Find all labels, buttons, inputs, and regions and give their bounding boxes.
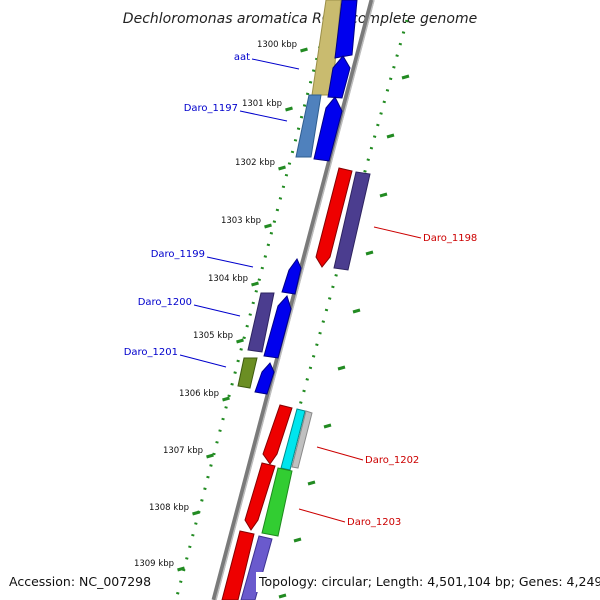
tick-mark xyxy=(222,396,230,402)
gene-daro-1202-gray[interactable] xyxy=(291,410,313,469)
gene-daro-1197-arrow[interactable] xyxy=(313,96,343,162)
tick-mark xyxy=(206,453,214,459)
gene-daro-1198-block[interactable] xyxy=(333,171,371,271)
outer-tick-mark xyxy=(352,308,361,314)
gene-label[interactable]: aat xyxy=(234,52,250,63)
gene-label-leader xyxy=(298,508,346,523)
gene-forward-top-arrow[interactable] xyxy=(334,0,358,59)
gene-daro-1199-arrow[interactable] xyxy=(281,258,302,295)
gene-daro-1202-cyan[interactable] xyxy=(280,408,306,471)
gene-bottom-violet[interactable] xyxy=(240,535,273,600)
gene-bottom-red[interactable] xyxy=(221,530,255,600)
outer-tick-mark xyxy=(386,133,395,139)
gene-daro-1198-arrow[interactable] xyxy=(315,167,353,268)
tick-mark xyxy=(251,281,259,287)
genome-backbone-highlight xyxy=(215,0,375,600)
tick-mark xyxy=(300,47,308,53)
outer-dotted-track xyxy=(244,19,409,600)
tick-label: 1302 kbp xyxy=(235,158,275,168)
kbp-ticks: 1300 kbp 1301 kbp 1302 kbp 1303 kbp 1304 kbp… xyxy=(134,40,410,599)
footer-topology-bg xyxy=(256,572,596,592)
gene-label[interactable]: Daro_1198 xyxy=(423,233,477,244)
gene-daro-1200-arrow[interactable] xyxy=(263,295,292,359)
footer-accession: Accession: NC_007298 xyxy=(9,574,151,589)
gene-daro-1200-block[interactable] xyxy=(247,292,275,353)
gene-daro-1203-red-arrow[interactable] xyxy=(244,462,276,531)
gene-daro-1203-green[interactable] xyxy=(261,467,293,537)
gene-label-leader xyxy=(316,446,364,461)
tick-label: 1303 kbp xyxy=(221,216,261,226)
outer-tick-mark xyxy=(379,192,388,198)
gene-label-leader xyxy=(206,256,254,268)
inner-dotted-track xyxy=(174,0,334,600)
tick-mark xyxy=(192,510,200,516)
gene-label-leader xyxy=(193,304,241,317)
tick-label: 1309 kbp xyxy=(134,559,174,569)
gene-daro-1197-block[interactable] xyxy=(295,94,322,158)
tick-label: 1307 kbp xyxy=(163,446,203,456)
gene-daro-1201-block[interactable] xyxy=(237,357,258,389)
tick-mark xyxy=(177,566,185,572)
map-title: Dechloromonas aromatica RCB, complete ge… xyxy=(123,11,477,27)
forward-genes xyxy=(237,0,358,395)
genome-backbone xyxy=(211,0,375,600)
tick-label: 1305 kbp xyxy=(193,331,233,341)
tick-mark xyxy=(285,106,293,112)
footer-accession-bg xyxy=(4,572,154,592)
gene-label-leader xyxy=(239,110,288,122)
tick-mark xyxy=(236,338,244,344)
gene-daro-1201-arrow[interactable] xyxy=(254,362,275,395)
tick-label: 1308 kbp xyxy=(149,503,189,513)
outer-tick-mark xyxy=(307,480,316,486)
gene-label[interactable]: Daro_1201 xyxy=(124,347,178,358)
outer-tick-mark xyxy=(323,423,332,429)
gene-label[interactable]: Daro_1197 xyxy=(184,103,238,114)
gene-label-leader xyxy=(251,58,300,70)
gene-label[interactable]: Daro_1199 xyxy=(151,249,205,260)
tick-label: 1301 kbp xyxy=(242,99,282,109)
gene-labels: aat Daro_1197 Daro_1198 Daro_1199 Daro_1200 D… xyxy=(124,52,478,528)
tick-label: 1304 kbp xyxy=(208,274,248,284)
gene-label[interactable]: Daro_1202 xyxy=(365,455,419,466)
footer-topology: Topology: circular; Length: 4,501,104 bp… xyxy=(258,574,600,589)
outer-tick-mark xyxy=(278,593,287,599)
outer-tick-mark xyxy=(293,537,302,543)
gene-label-leader xyxy=(373,226,422,239)
outer-tick-mark xyxy=(337,365,346,371)
tick-label: 1300 kbp xyxy=(257,40,297,50)
gene-forward-arrow-2[interactable] xyxy=(327,55,351,99)
gene-daro-1202-arrow[interactable] xyxy=(262,404,293,465)
gene-label[interactable]: Daro_1203 xyxy=(347,517,401,528)
outer-tick-mark xyxy=(365,250,374,256)
tick-mark xyxy=(278,165,286,171)
outer-tick-mark xyxy=(401,74,410,80)
gene-label[interactable]: Daro_1200 xyxy=(138,297,192,308)
reverse-genes xyxy=(221,167,371,600)
tick-label: 1306 kbp xyxy=(179,389,219,399)
tick-mark xyxy=(264,223,272,229)
gene-label-leader xyxy=(179,354,227,368)
